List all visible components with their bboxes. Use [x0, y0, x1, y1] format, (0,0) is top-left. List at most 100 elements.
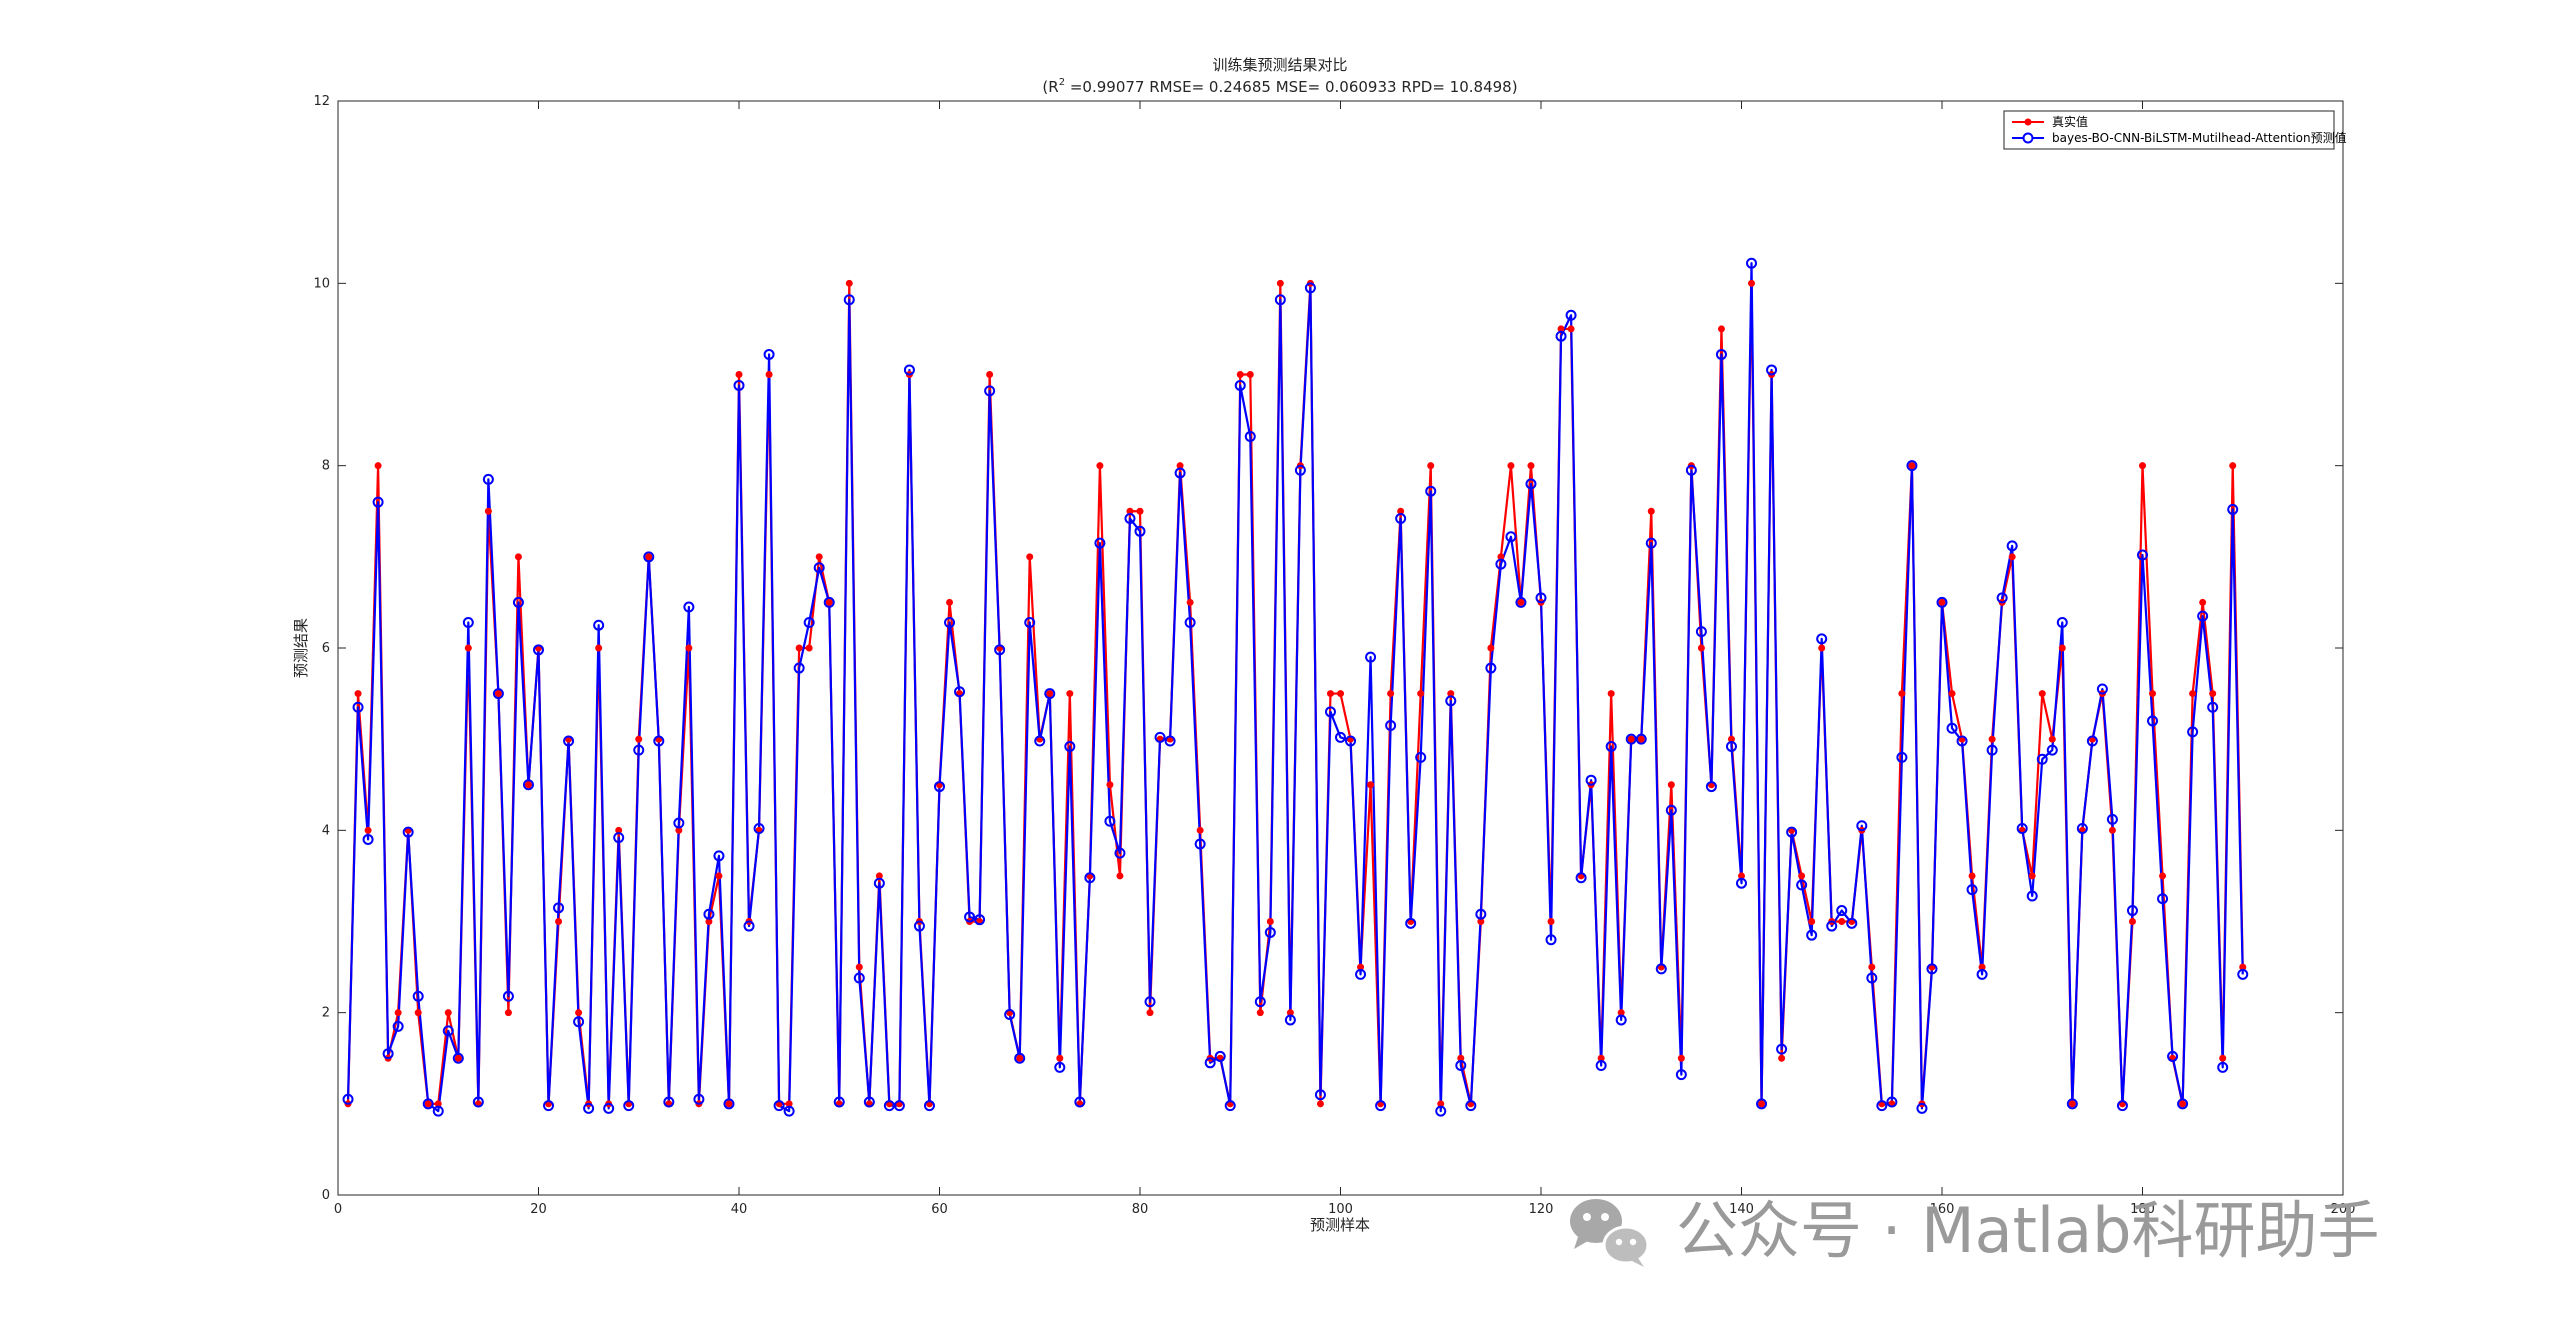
predicted-point: [1485, 662, 1497, 674]
predicted-point: [522, 779, 534, 791]
y-tick-label: 2: [322, 1006, 330, 1021]
actual-point: [595, 644, 603, 652]
actual-point: [675, 826, 683, 834]
predicted-point: [2006, 540, 2018, 552]
predicted-point: [1194, 838, 1206, 850]
predicted-point: [2026, 890, 2038, 902]
actual-point: [494, 690, 502, 698]
actual-point: [946, 598, 954, 606]
predicted-point: [1084, 872, 1096, 884]
actual-point: [1126, 507, 1134, 515]
predicted-point: [1946, 722, 1958, 734]
predicted-point: [1615, 1014, 1627, 1026]
predicted-point: [1465, 1100, 1477, 1112]
actual-point: [685, 644, 693, 652]
predicted-point: [1074, 1096, 1086, 1108]
predicted-point: [553, 902, 565, 914]
actual-point: [1948, 690, 1956, 698]
predicted-point: [1645, 537, 1657, 549]
actual-point: [1507, 462, 1515, 470]
predicted-point: [1836, 905, 1848, 917]
predicted-point: [723, 1098, 735, 1110]
actual-point: [725, 1100, 733, 1108]
actual-point: [2028, 872, 2036, 880]
predicted-point: [1796, 879, 1808, 891]
actual-point: [875, 872, 883, 880]
actual-point: [1667, 781, 1675, 789]
predicted-point: [603, 1102, 615, 1114]
predicted-point: [2096, 683, 2108, 695]
predicted-point: [974, 914, 986, 926]
actual-point: [1447, 690, 1455, 698]
actual-point: [504, 1009, 512, 1017]
actual-point: [1477, 918, 1485, 925]
predicted-point: [1415, 751, 1427, 763]
predicted-point: [1294, 464, 1306, 476]
series-line-predicted: [346, 262, 2244, 1113]
watermark: 公众号 · Matlab科研助手: [1570, 1194, 2380, 1267]
predicted-point: [2016, 823, 2028, 835]
actual-point: [524, 781, 532, 789]
predicted-point: [653, 735, 665, 747]
predicted-point: [492, 688, 504, 700]
predicted-point: [1385, 719, 1397, 731]
wechat-icon: [1570, 1199, 1650, 1267]
actual-point: [414, 1009, 422, 1017]
predicted-point: [1886, 1096, 1898, 1108]
x-tick-label: 20: [530, 1202, 547, 1217]
actual-point: [2199, 598, 2207, 606]
chart-subtitle: (R2 =0.99077 RMSE= 0.24685 MSE= 0.060933…: [1042, 77, 1517, 96]
actual-point: [2159, 872, 2167, 880]
actual-point: [785, 1100, 793, 1108]
predicted-point: [2086, 735, 2098, 747]
predicted-point: [1455, 1060, 1467, 1072]
x-axis-label: 预测样本: [1310, 1216, 1370, 1234]
actual-point: [2108, 826, 2116, 834]
actual-point: [1808, 918, 1816, 925]
predicted-point: [1495, 558, 1507, 570]
y-tick-label: 6: [322, 641, 330, 656]
actual-point: [1647, 507, 1655, 515]
predicted-point: [512, 596, 524, 608]
predicted-point: [954, 686, 966, 698]
actual-point: [1056, 1054, 1064, 1062]
predicted-point: [1044, 688, 1056, 700]
actual-point: [705, 918, 713, 925]
predicted-point: [733, 379, 745, 391]
actual-point: [2048, 735, 2056, 743]
predicted-point: [833, 1096, 845, 1108]
predicted-point: [1926, 963, 1938, 975]
actual-point: [1337, 690, 1344, 698]
predicted-point: [713, 850, 725, 862]
x-tick-label: 60: [931, 1202, 948, 1217]
predicted-point: [2157, 893, 2169, 905]
predicted-point: [994, 644, 1006, 656]
actual-point: [1286, 1009, 1294, 1017]
actual-point: [635, 735, 643, 743]
actual-point: [1417, 690, 1425, 698]
predicted-point: [923, 1100, 935, 1112]
predicted-point: [382, 1048, 394, 1060]
predicted-point: [843, 294, 855, 306]
predicted-point: [1114, 847, 1126, 859]
predicted-point: [1906, 460, 1918, 472]
actual-point: [2058, 644, 2066, 652]
actual-point: [444, 1009, 452, 1017]
predicted-point: [1154, 731, 1166, 743]
x-tick-label: 80: [1132, 1202, 1149, 1217]
predicted-point: [1234, 379, 1246, 391]
actual-point: [1617, 1009, 1625, 1017]
actual-point: [2068, 1100, 2076, 1108]
predicted-point: [1104, 815, 1116, 827]
predicted-point: [1786, 826, 1798, 838]
y-tick-label: 0: [322, 1188, 330, 1203]
actual-point: [815, 553, 823, 561]
predicted-point: [1896, 751, 1908, 763]
actual-point: [364, 826, 372, 834]
predicted-point: [1986, 744, 1998, 756]
predicted-point: [1244, 430, 1256, 442]
predicted-point: [1475, 908, 1487, 920]
actual-point: [434, 1100, 442, 1108]
actual-point: [1748, 279, 1756, 287]
